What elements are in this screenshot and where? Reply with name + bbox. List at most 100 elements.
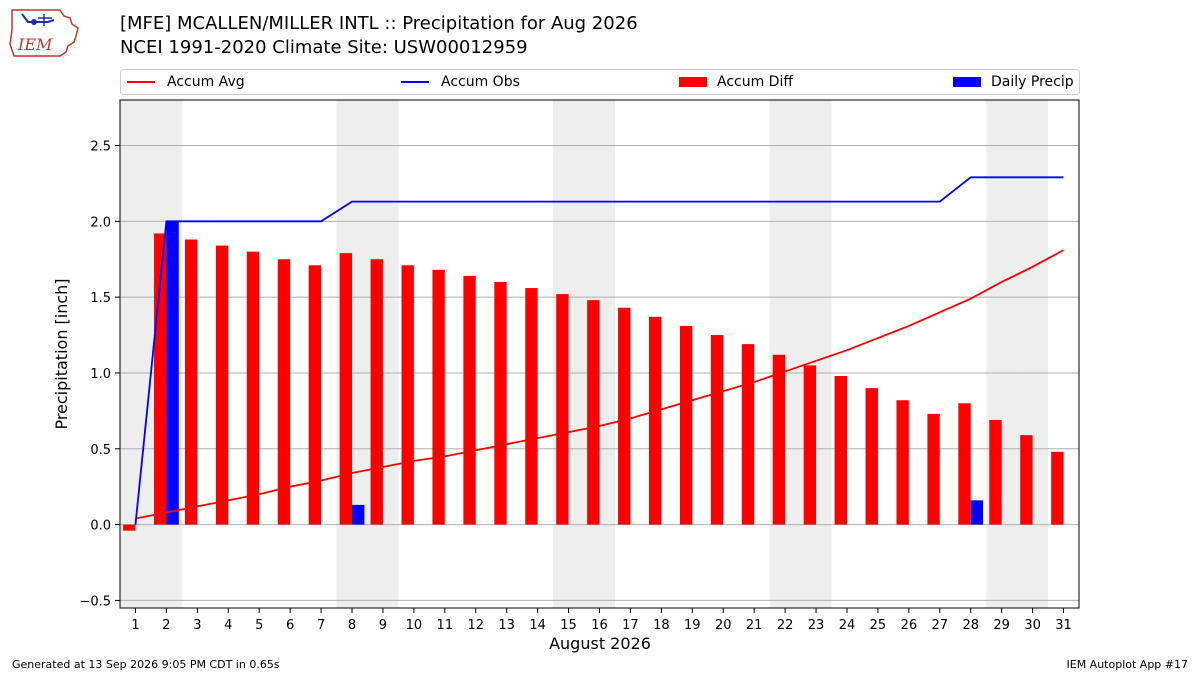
bar-accum-diff <box>370 259 383 525</box>
bar-accum-diff <box>123 524 136 531</box>
y-tick-label: 1.5 <box>90 291 111 306</box>
lines <box>134 176 1064 525</box>
bar-accum-diff <box>679 325 693 525</box>
legend-item-accum-obs: Accum Obs <box>401 73 520 91</box>
legend-swatch-accum-avg <box>127 81 155 83</box>
x-tick-label: 1 <box>131 618 139 633</box>
bar-accum-diff <box>1051 451 1064 525</box>
bar-accum-diff <box>184 239 198 525</box>
bar-accum-diff <box>896 400 909 525</box>
line-accum-avg <box>135 249 1064 520</box>
legend-label-daily-precip: Daily Precip <box>991 74 1074 90</box>
x-tick-label: 17 <box>622 618 639 633</box>
y-tick-label: −0.5 <box>79 594 111 609</box>
legend-item-accum-avg: Accum Avg <box>127 73 245 91</box>
weekend-band-29 <box>986 100 1018 608</box>
legend-swatch-accum-obs <box>401 81 429 83</box>
bar-accum-diff <box>834 375 847 525</box>
footer-generated: Generated at 13 Sep 2026 9:05 PM CDT in … <box>12 658 280 671</box>
bar-accum-diff <box>803 365 817 525</box>
y-tick-label: 0.5 <box>90 443 111 458</box>
bar-accum-diff <box>494 281 507 525</box>
logo-text: IEM <box>17 35 53 54</box>
bar-accum-diff <box>710 335 724 525</box>
iem-logo: IEM <box>8 6 80 60</box>
bar-accum-diff <box>277 259 291 525</box>
bar-accum-diff <box>618 307 631 525</box>
y-tick-label: 2.0 <box>90 215 111 230</box>
x-tick-label: 6 <box>286 618 294 633</box>
x-tick-label: 26 <box>901 618 918 633</box>
weekend-band-23 <box>800 100 832 608</box>
x-tick-label: 9 <box>379 618 387 633</box>
x-tick-label: 15 <box>560 618 577 633</box>
x-axis-label: August 2026 <box>549 634 651 653</box>
x-tick-label: 30 <box>1024 618 1041 633</box>
bar-accum-diff <box>215 245 229 525</box>
bar-accum-diff <box>1020 435 1033 525</box>
legend-label-accum-diff: Accum Diff <box>717 74 794 90</box>
bar-accum-diff <box>587 300 600 525</box>
bar-accum-diff <box>556 294 569 525</box>
line-accum-obs <box>134 176 1064 525</box>
bar-accum-diff <box>772 354 786 525</box>
x-tick-label: 13 <box>498 618 515 633</box>
x-tick-label: 19 <box>684 618 701 633</box>
footer-app: IEM Autoplot App #17 <box>1066 658 1189 671</box>
legend-swatch-daily-precip <box>953 77 981 87</box>
y-tick-label: 1.0 <box>90 367 111 382</box>
bar-accum-diff <box>525 288 538 525</box>
y-tick-label: 0.0 <box>90 519 111 534</box>
bars <box>123 221 1064 531</box>
bar-accum-diff <box>865 388 878 525</box>
y-axis-ticks: −0.5 0.0 0.5 1.0 1.5 2.0 2.5 <box>79 139 120 609</box>
legend-swatch-accum-diff <box>679 77 707 87</box>
bar-daily-precip <box>970 500 984 525</box>
chart-subtitle: NCEI 1991-2020 Climate Site: USW00012959 <box>120 37 528 58</box>
chart-title: [MFE] MCALLEN/MILLER INTL :: Precipitati… <box>120 13 638 34</box>
bar-accum-diff <box>927 413 940 525</box>
x-tick-label: 11 <box>437 618 454 633</box>
x-tick-label: 7 <box>317 618 325 633</box>
bar-accum-diff <box>432 269 445 525</box>
x-tick-label: 29 <box>993 618 1010 633</box>
x-tick-label: 22 <box>777 618 794 633</box>
x-tick-label: 14 <box>529 618 546 633</box>
weekend-band-30 <box>1017 100 1049 608</box>
chart-legend: Accum Avg Accum Obs Accum Diff Daily Pre… <box>120 69 1080 95</box>
legend-label-accum-obs: Accum Obs <box>441 74 520 90</box>
x-tick-label: 2 <box>162 618 170 633</box>
x-tick-label: 12 <box>467 618 484 633</box>
legend-label-accum-avg: Accum Avg <box>167 74 245 90</box>
x-tick-label: 5 <box>255 618 263 633</box>
legend-item-accum-diff: Accum Diff <box>679 73 793 91</box>
x-tick-label: 23 <box>808 618 825 633</box>
y-axis-label: Precipitation [inch] <box>52 278 71 429</box>
x-tick-label: 18 <box>653 618 670 633</box>
bar-accum-diff <box>648 316 662 525</box>
weekend-band-22 <box>769 100 801 608</box>
x-tick-label: 21 <box>746 618 763 633</box>
bar-accum-diff <box>741 344 755 525</box>
x-tick-label: 16 <box>591 618 608 633</box>
bar-daily-precip <box>166 221 179 525</box>
bar-accum-diff <box>958 403 971 525</box>
x-tick-label: 28 <box>962 618 979 633</box>
x-tick-label: 31 <box>1055 618 1072 633</box>
bar-accum-diff <box>463 275 476 525</box>
bar-accum-diff <box>339 253 353 525</box>
x-tick-label: 3 <box>193 618 201 633</box>
bar-daily-precip <box>352 504 365 525</box>
x-tick-label: 4 <box>224 618 232 633</box>
y-tick-label: 2.5 <box>90 139 111 154</box>
bar-accum-diff <box>989 419 1002 525</box>
x-tick-label: 27 <box>932 618 949 633</box>
x-tick-label: 20 <box>715 618 732 633</box>
x-tick-label: 25 <box>870 618 887 633</box>
bar-accum-diff <box>401 265 414 525</box>
x-tick-label: 10 <box>406 618 423 633</box>
x-axis-ticks: 1 2 3 4 5 6 7 8 9 10 11 12 13 14 15 16 17 18 19 20 21 22 23 24 2… <box>131 608 1072 633</box>
x-tick-label: 24 <box>839 618 856 633</box>
legend-item-daily-precip: Daily Precip <box>953 73 1074 91</box>
